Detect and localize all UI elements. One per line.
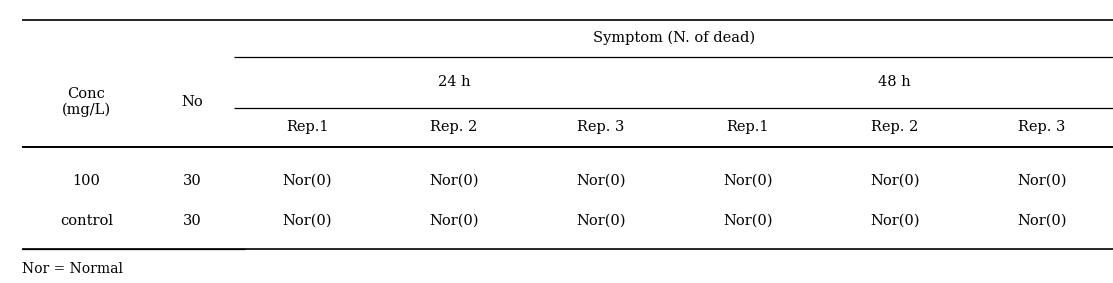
Text: Rep.1: Rep.1 <box>286 120 328 134</box>
Text: Symptom (N. of dead): Symptom (N. of dead) <box>593 31 756 45</box>
Text: Rep. 3: Rep. 3 <box>578 120 624 134</box>
Text: 30: 30 <box>183 214 201 228</box>
Text: Nor(0): Nor(0) <box>577 214 626 228</box>
Text: Nor(0): Nor(0) <box>430 174 479 188</box>
Text: Nor(0): Nor(0) <box>577 174 626 188</box>
Text: control: control <box>60 214 112 228</box>
Text: 30: 30 <box>183 174 201 188</box>
Text: Nor(0): Nor(0) <box>723 214 772 228</box>
Text: Nor(0): Nor(0) <box>283 214 332 228</box>
Text: Nor = Normal: Nor = Normal <box>22 262 124 276</box>
Text: Rep.1: Rep.1 <box>727 120 769 134</box>
Text: 24 h: 24 h <box>437 75 471 89</box>
Text: Conc
(mg/L): Conc (mg/L) <box>61 87 111 117</box>
Text: Rep. 2: Rep. 2 <box>871 120 918 134</box>
Text: Nor(0): Nor(0) <box>1017 214 1066 228</box>
Text: Rep. 3: Rep. 3 <box>1018 120 1065 134</box>
Text: Nor(0): Nor(0) <box>283 174 332 188</box>
Text: Rep. 2: Rep. 2 <box>431 120 477 134</box>
Text: Nor(0): Nor(0) <box>430 214 479 228</box>
Text: 100: 100 <box>72 174 100 188</box>
Text: Nor(0): Nor(0) <box>723 174 772 188</box>
Text: No: No <box>181 95 203 109</box>
Text: Nor(0): Nor(0) <box>1017 174 1066 188</box>
Text: 48 h: 48 h <box>878 75 912 89</box>
Text: Nor(0): Nor(0) <box>870 174 919 188</box>
Text: Nor(0): Nor(0) <box>870 214 919 228</box>
